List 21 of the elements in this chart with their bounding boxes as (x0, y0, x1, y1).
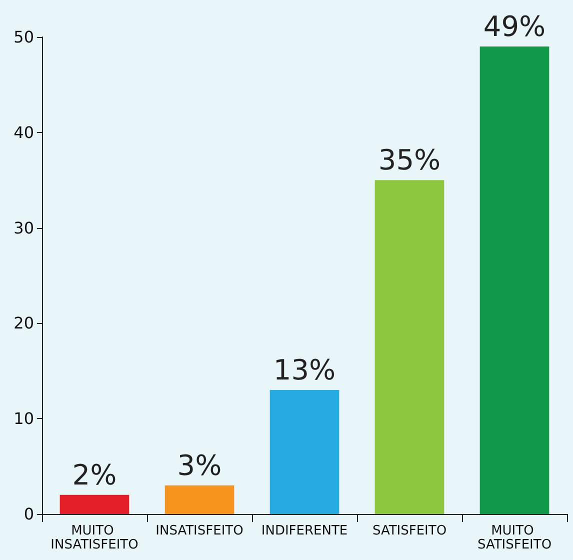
x-tick-label: SATISFEITO (372, 524, 447, 538)
data-label: 3% (177, 448, 222, 482)
y-tick-label: 40 (14, 122, 34, 142)
bar (270, 390, 340, 514)
x-tick-label: INDIFERENTE (261, 524, 348, 538)
x-tick-label: INSATISFEITO (156, 524, 244, 538)
x-tick-label: MUITO SATISFEITO (477, 524, 552, 552)
bar (480, 46, 550, 514)
data-label: 2% (72, 458, 117, 492)
data-label: 35% (378, 144, 441, 177)
y-tick-label: 50 (14, 28, 34, 46)
y-tick-label: 20 (14, 314, 34, 333)
bar (60, 494, 130, 514)
y-tick-label: 0 (24, 504, 34, 524)
x-tick-label: MUITO INSATISFEITO (50, 524, 138, 552)
bar (164, 485, 234, 514)
data-label: 13% (273, 353, 336, 386)
data-label: 49% (483, 10, 546, 44)
bar (374, 180, 444, 514)
y-tick-label: 10 (14, 409, 34, 428)
y-tick-label: 30 (14, 218, 34, 238)
